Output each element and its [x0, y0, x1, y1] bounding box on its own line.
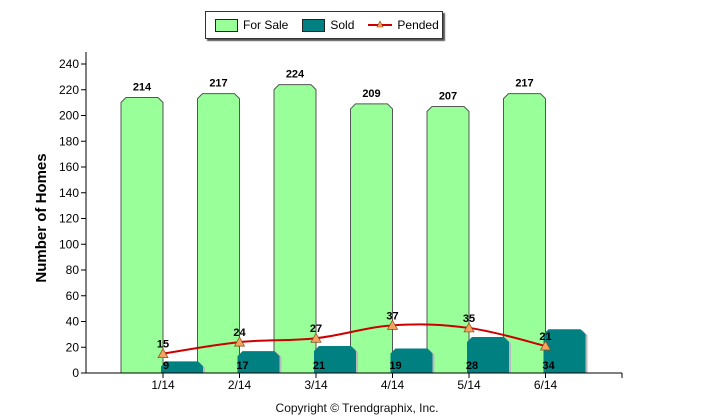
- sold-data-label: 17: [236, 360, 248, 372]
- y-tick-label: 160: [59, 160, 79, 174]
- sold-data-label: 19: [389, 360, 401, 372]
- for-sale-data-label: 217: [209, 78, 227, 90]
- for-sale-data-label: 209: [362, 88, 380, 100]
- legend-label-for-sale: For Sale: [243, 18, 289, 32]
- pended-marker: [463, 322, 475, 333]
- sold-bar: [314, 345, 356, 373]
- chart-legend: For Sale Sold Pended: [205, 11, 443, 39]
- for-sale-bars: [120, 84, 546, 374]
- legend-item-sold: Sold: [302, 18, 354, 32]
- chart-area: 0 20 40 60 80 100 120 140 160 180 200 220 240 1/14 2/1…: [33, 52, 623, 392]
- x-tick-label: 3/14: [304, 378, 328, 392]
- pended-marker: [310, 332, 322, 343]
- for-sale-bar: [350, 103, 393, 374]
- legend-swatch-sold: [302, 18, 326, 32]
- pended-data-label: 35: [463, 313, 475, 325]
- sold-bars: [161, 329, 588, 373]
- data-labels: 214 217 224 209 207 217 9 17 21 19 28 34 15 24 27 37 35 2…: [133, 69, 556, 372]
- pended-data-label: 27: [310, 323, 322, 335]
- y-tick-label: 40: [66, 315, 80, 329]
- sold-data-label: 9: [163, 360, 169, 372]
- sold-data-label: 21: [313, 360, 325, 372]
- y-tick-label: 140: [59, 186, 79, 200]
- pended-marker: [233, 336, 246, 347]
- for-sale-bar: [426, 105, 470, 374]
- pended-marker: [386, 319, 399, 330]
- y-tick-label: 60: [66, 289, 80, 303]
- y-axis-label: Number of Homes: [33, 153, 50, 282]
- sold-data-label: 34: [542, 360, 555, 372]
- axes: 0 20 40 60 80 100 120 140 160 180 200 220 240 1/14 2/1…: [59, 52, 623, 392]
- legend-label-sold: Sold: [330, 18, 355, 32]
- pended-data-label: 15: [157, 339, 169, 351]
- sold-bar: [237, 351, 280, 373]
- legend-label-pended: Pended: [397, 18, 439, 32]
- y-tick-label: 240: [59, 57, 79, 71]
- y-tick-label: 220: [59, 83, 79, 97]
- x-tick-label: 4/14: [381, 378, 405, 392]
- for-sale-data-label: 224: [286, 69, 305, 81]
- pended-data-label: 21: [539, 331, 551, 343]
- for-sale-data-label: 217: [515, 78, 533, 90]
- x-tick-label: 6/14: [534, 378, 558, 392]
- sold-bar: [467, 336, 509, 373]
- for-sale-bar: [120, 96, 164, 374]
- legend-item-pended: Pended: [368, 18, 439, 32]
- y-tick-label: 180: [59, 134, 79, 148]
- y-tick-label: 100: [59, 237, 79, 251]
- legend-swatch-pended: [368, 20, 393, 28]
- legend-item-for-sale: For Sale: [215, 18, 288, 32]
- y-tick-label: 80: [66, 263, 80, 277]
- pended-data-label: 37: [386, 310, 398, 322]
- legend-swatch-for-sale: [215, 18, 238, 32]
- copyright-text: Copyright © Trendgraphix, Inc.: [275, 401, 439, 415]
- x-tick-label: 5/14: [457, 378, 481, 392]
- y-tick-label: 120: [59, 212, 79, 226]
- pended-series-line: [162, 323, 546, 355]
- pended-data-label: 24: [233, 327, 246, 339]
- sold-bar: [390, 348, 433, 373]
- for-sale-data-label: 207: [439, 90, 457, 102]
- pended-marker: [157, 347, 169, 359]
- x-tick-label: 2/14: [228, 378, 252, 392]
- y-tick-label: 200: [59, 109, 79, 123]
- for-sale-data-label: 214: [133, 81, 152, 93]
- sold-bar: [543, 329, 586, 373]
- pended-line: [157, 319, 552, 359]
- sold-bar: [161, 361, 203, 373]
- y-tick-label: 0: [72, 366, 79, 380]
- x-tick-label: 1/14: [151, 378, 175, 392]
- y-tick-label: 20: [66, 340, 80, 354]
- pended-marker: [539, 340, 552, 351]
- sold-data-label: 28: [466, 360, 478, 372]
